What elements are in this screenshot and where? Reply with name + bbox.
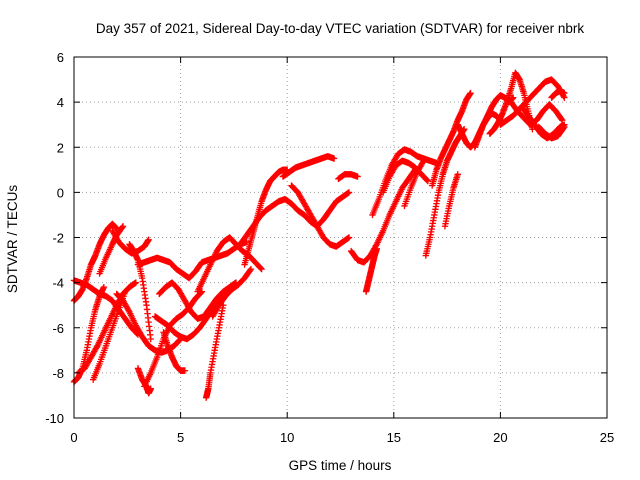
data-point-marker	[145, 236, 152, 243]
data-point-marker	[247, 265, 255, 273]
data-series	[401, 157, 427, 210]
grid	[74, 57, 607, 418]
data-point-marker	[119, 224, 126, 231]
data-series	[156, 279, 240, 322]
data-point-marker	[119, 223, 127, 230]
x-axis-label: GPS time / hours	[289, 458, 392, 473]
y-tick-label: -4	[52, 276, 64, 291]
y-tick-label: 4	[57, 95, 64, 110]
data-series	[335, 171, 361, 183]
y-tick-label: -2	[52, 231, 64, 246]
y-tick-label: 2	[57, 140, 64, 155]
data-point-marker	[559, 116, 566, 124]
data-point-marker	[330, 155, 338, 162]
data-series	[134, 238, 250, 282]
data-series	[362, 245, 380, 295]
x-tick-label: 25	[600, 430, 614, 445]
data-point-marker	[181, 367, 189, 374]
x-tick-label: 5	[177, 430, 184, 445]
data-point-marker	[257, 265, 265, 272]
chart-title: Day 357 of 2021, Sidereal Day-to-day VTE…	[96, 21, 584, 36]
data-point-marker	[121, 288, 129, 295]
y-axis-label: SDTVAR / TECUs	[5, 185, 20, 294]
x-tick-label: 20	[493, 430, 507, 445]
data-series	[209, 265, 255, 320]
data-series	[507, 98, 566, 128]
data-series	[160, 329, 189, 374]
data-point-marker	[100, 283, 108, 291]
data-points	[70, 69, 568, 401]
data-point-marker	[419, 158, 427, 166]
data-point-marker	[561, 89, 568, 97]
data-series	[279, 153, 338, 180]
data-point-marker	[561, 123, 568, 131]
data-series	[126, 241, 154, 343]
data-series	[89, 288, 129, 383]
data-point-marker	[423, 177, 431, 184]
x-tick-label: 0	[70, 430, 77, 445]
x-tick-label: 10	[280, 430, 294, 445]
data-point-marker	[147, 335, 154, 343]
data-point-marker	[345, 189, 353, 196]
data-point-marker	[373, 245, 380, 252]
y-tick-label: 6	[57, 50, 64, 65]
data-series	[241, 166, 291, 268]
data-point-marker	[467, 89, 474, 97]
data-point-marker	[345, 234, 353, 241]
data-point-marker	[420, 157, 427, 164]
data-series	[202, 301, 227, 401]
x-ticks: 0 5 10 15 20 25	[70, 57, 614, 445]
data-series	[379, 157, 432, 196]
data-point-marker	[132, 279, 140, 286]
data-point-marker	[558, 115, 565, 123]
data-series	[347, 166, 419, 266]
y-tick-label: -8	[52, 366, 64, 381]
y-ticks: -10 -8 -6 -4 -2 0 2 4 6	[45, 50, 607, 426]
data-point-marker	[560, 124, 567, 132]
data-series	[535, 123, 568, 142]
data-point-marker	[258, 265, 265, 273]
x-tick-label: 15	[387, 430, 401, 445]
data-point-marker	[147, 385, 154, 392]
data-series	[288, 182, 353, 250]
data-series	[548, 87, 568, 101]
data-series	[70, 220, 120, 304]
y-tick-label: -10	[45, 411, 64, 426]
data-point-marker	[354, 173, 361, 180]
data-point-marker	[246, 267, 254, 274]
data-series	[441, 171, 461, 230]
data-point-marker	[454, 171, 461, 178]
data-series	[75, 279, 140, 377]
y-tick-label: 0	[57, 185, 64, 200]
y-tick-label: -6	[52, 321, 64, 336]
